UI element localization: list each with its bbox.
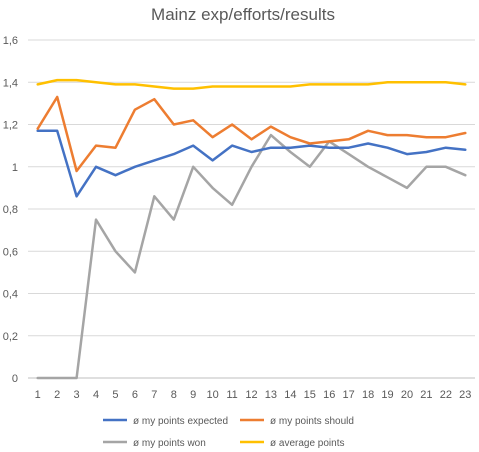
- x-tick-label: 10: [207, 389, 219, 401]
- series-line: [36, 129, 467, 198]
- x-tick-label: 14: [284, 389, 296, 401]
- y-tick-label: 0,4: [3, 289, 18, 301]
- legend-label: ø average points: [270, 438, 345, 449]
- x-tick-label: 5: [112, 389, 118, 401]
- y-axis-ticks: 0 0,2 0,4 0,6 0,8 1 1,2 1,4 1,6: [3, 35, 18, 385]
- x-tick-label: 21: [420, 389, 432, 401]
- x-tick-label: 13: [265, 389, 277, 401]
- series-line: [36, 95, 467, 173]
- legend: ø my points expected ø my points should ø …: [103, 416, 354, 449]
- x-tick-label: 22: [440, 389, 452, 401]
- x-tick-label: 7: [151, 389, 157, 401]
- y-tick-label: 1: [12, 162, 18, 174]
- x-tick-label: 12: [245, 389, 257, 401]
- legend-label: ø my points expected: [133, 416, 228, 427]
- x-tick-label: 17: [343, 389, 355, 401]
- y-tick-label: 0,2: [3, 331, 18, 343]
- x-tick-label: 2: [54, 389, 60, 401]
- x-tick-label: 8: [171, 389, 177, 401]
- x-tick-label: 19: [381, 389, 393, 401]
- x-tick-label: 3: [74, 389, 80, 401]
- x-tick-label: 6: [132, 389, 138, 401]
- y-tick-label: 0,6: [3, 246, 18, 258]
- y-tick-label: 1,4: [3, 77, 18, 89]
- x-tick-label: 16: [323, 389, 335, 401]
- x-tick-label: 15: [304, 389, 316, 401]
- series-line: [36, 78, 467, 90]
- gridlines: [28, 39, 475, 379]
- x-axis-ticks: 1 2 3 4 5 6 7 8 9 10 11 12 13 14 15 16 17 18 19 20 21 22 23: [35, 389, 472, 401]
- x-tick-label: 20: [401, 389, 413, 401]
- x-tick-label: 11: [226, 389, 237, 401]
- series-lines: [36, 78, 467, 380]
- y-tick-label: 1,2: [3, 120, 18, 132]
- x-tick-label: 18: [362, 389, 374, 401]
- chart-title: Mainz exp/efforts/results: [151, 5, 335, 24]
- legend-label: ø my points should: [270, 416, 354, 427]
- series-line: [36, 133, 467, 380]
- legend-label: ø my points won: [133, 438, 206, 449]
- x-tick-label: 23: [459, 389, 471, 401]
- x-tick-label: 1: [35, 389, 41, 401]
- y-tick-label: 0: [12, 373, 18, 385]
- x-tick-label: 9: [190, 389, 196, 401]
- y-tick-label: 0,8: [3, 204, 18, 216]
- y-tick-label: 1,6: [3, 35, 18, 47]
- x-tick-label: 4: [93, 389, 99, 401]
